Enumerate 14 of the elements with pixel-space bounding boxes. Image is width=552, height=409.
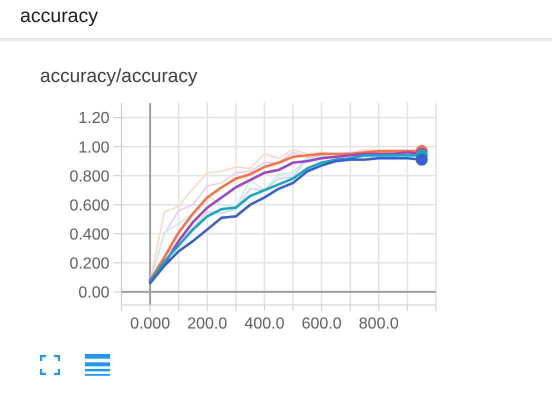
x-tick-label: 400.0 bbox=[244, 315, 285, 332]
x-tick-label: 200.0 bbox=[187, 315, 228, 332]
y-tick-label: 0.600 bbox=[69, 197, 110, 214]
y-tick-label: 0.800 bbox=[69, 168, 110, 186]
y-tick-label: 1.20 bbox=[78, 110, 110, 128]
y-tick-label: 0.400 bbox=[69, 226, 110, 244]
x-tick-label: 0.000 bbox=[130, 315, 170, 332]
chart-subtitle: accuracy/accuracy bbox=[40, 65, 198, 89]
y-tick-label: 0.00 bbox=[78, 284, 110, 302]
x-tick-label: 600.0 bbox=[302, 315, 342, 332]
chart-title: accuracy bbox=[20, 4, 98, 28]
y-tick-label: 0.200 bbox=[69, 256, 110, 273]
x-tick-label: 800.0 bbox=[358, 315, 399, 332]
y-tick-label: 1.00 bbox=[78, 139, 110, 156]
